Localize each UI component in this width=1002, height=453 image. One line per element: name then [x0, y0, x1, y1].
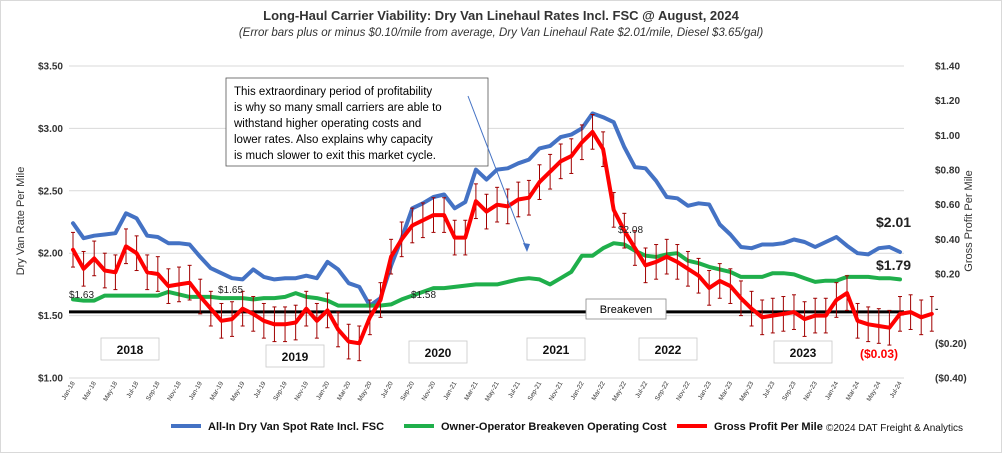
left-y-tick: $1.50 [38, 311, 63, 322]
annotation-line: is why so many small carriers are able t… [234, 102, 442, 114]
legend-label: All-In Dry Van Spot Rate Incl. FSC [208, 421, 384, 433]
right-y-tick: $0.40 [935, 235, 960, 246]
left-y-axis: $1.00 $1.50 $2.00 $2.50 $3.00 $3.50 [38, 62, 63, 385]
data-label: $1.58 [411, 290, 436, 301]
year-label-box [408, 340, 468, 364]
annotation-line: This extraordinary period of profitabili… [234, 86, 432, 98]
data-label: $2.08 [618, 225, 643, 236]
left-axis-label: Dry Van Rate Per Mile [15, 167, 27, 276]
right-y-axis: ($0.40) ($0.20) - $0.20 $0.40 $0.60 $0.80 $1.00… [935, 62, 967, 385]
right-y-tick: - [935, 304, 938, 315]
year-label: 2023 [790, 346, 817, 360]
right-y-tick: $0.60 [935, 200, 960, 211]
year-label-box [265, 344, 325, 368]
chart-title: Long-Haul Carrier Viability: Dry Van Lin… [263, 8, 740, 23]
left-y-tick: $2.50 [38, 186, 63, 197]
right-y-tick: $1.40 [935, 62, 960, 73]
annotation-line: withstand higher operating costs and [233, 118, 421, 130]
right-y-tick: $0.80 [935, 166, 960, 177]
legend-label: Owner-Operator Breakeven Operating Cost [441, 421, 667, 433]
year-label-box [773, 340, 833, 364]
data-labels: $1.63 $1.65 $1.58 $2.08 $2.01 $1.79 ($0.03) [69, 214, 911, 361]
copyright: ©2024 DAT Freight & Analytics [826, 423, 963, 434]
right-y-tick: $0.20 [935, 270, 960, 281]
breakeven-line-group: Breakeven [69, 298, 904, 320]
series-0 [71, 111, 902, 308]
left-y-tick: $3.00 [38, 124, 63, 135]
annotation-callout: This extraordinary period of profitabili… [225, 77, 530, 252]
legend: All-In Dry Van Spot Rate Incl. FSC Owner-… [171, 421, 823, 433]
series-2 [71, 114, 934, 362]
year-label: 2021 [543, 343, 570, 357]
right-y-tick: ($0.20) [935, 339, 967, 350]
year-label-box [526, 337, 586, 361]
data-label: ($0.03) [860, 347, 898, 361]
year-label-box [638, 337, 698, 361]
data-label: $2.01 [876, 214, 911, 230]
data-label: $1.65 [218, 285, 243, 296]
year-label: 2019 [282, 350, 309, 364]
series-line [71, 111, 902, 308]
legend-label: Gross Profit Per Mile [714, 421, 823, 433]
breakeven-label-box [585, 298, 667, 320]
left-y-tick: $1.00 [38, 374, 63, 385]
year-label-box [100, 337, 160, 361]
annotation-arrow-head [523, 243, 530, 252]
annotation-arrow [467, 95, 528, 251]
annotation-line: is much slower to exit this market cycle… [234, 150, 436, 162]
breakeven-label: Breakeven [600, 304, 653, 316]
annotation-line: lower rates. Also explains why capacity [234, 134, 433, 146]
series-line [71, 129, 934, 346]
data-label: $1.79 [876, 257, 911, 273]
left-y-tick: $3.50 [38, 62, 63, 73]
year-label: 2018 [117, 343, 144, 357]
year-label: 2020 [425, 346, 452, 360]
chart-subtitle: (Error bars plus or minus $0.10/mile fro… [239, 27, 764, 39]
year-label: 2022 [655, 343, 682, 357]
series-layer [71, 111, 934, 362]
year-labels: 2018 2019 2020 2021 2022 2023 [100, 337, 833, 368]
left-y-tick: $2.00 [38, 249, 63, 260]
right-y-tick: $1.00 [935, 131, 960, 142]
data-label: $1.63 [69, 290, 94, 301]
right-y-tick: $1.20 [935, 96, 960, 107]
right-y-tick: ($0.40) [935, 374, 967, 385]
annotation-box [225, 77, 489, 167]
right-axis-label: Gross Profit Per Mile [963, 170, 975, 271]
